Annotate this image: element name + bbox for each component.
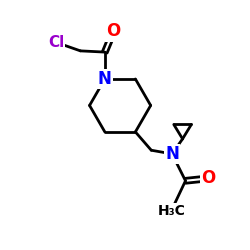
Text: Cl: Cl	[48, 35, 64, 50]
Text: H₃C: H₃C	[158, 204, 186, 218]
Text: O: O	[106, 22, 120, 40]
Text: O: O	[202, 169, 216, 187]
Text: N: N	[98, 70, 112, 88]
Text: N: N	[165, 145, 179, 163]
